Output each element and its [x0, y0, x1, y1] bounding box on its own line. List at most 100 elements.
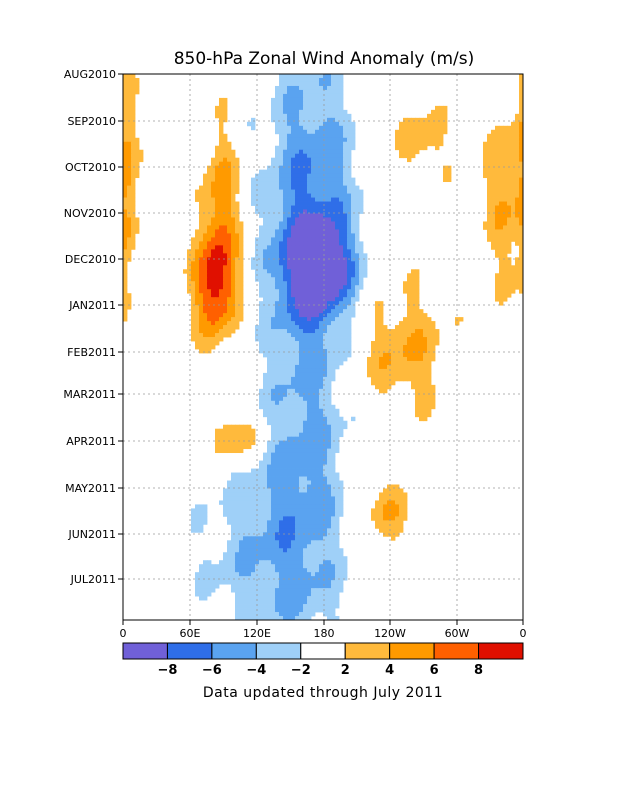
heat-cell	[287, 301, 292, 306]
heat-cell	[235, 536, 240, 541]
heat-cell	[123, 273, 128, 278]
heat-cell	[491, 221, 496, 226]
heat-cell	[271, 360, 276, 366]
heat-cell	[235, 225, 240, 230]
heat-cell	[311, 428, 316, 434]
heat-cell	[303, 516, 308, 521]
heat-cell	[267, 536, 272, 541]
heat-cell	[259, 596, 264, 601]
heat-cell	[211, 261, 216, 266]
heat-cell	[303, 524, 308, 529]
heat-cell	[299, 540, 304, 545]
heat-cell	[327, 448, 332, 454]
heat-cell	[275, 189, 280, 194]
heat-cell	[295, 293, 300, 298]
heat-cell	[311, 384, 316, 390]
heat-cell	[207, 592, 212, 597]
heat-cell	[487, 177, 492, 183]
heat-cell	[135, 81, 140, 87]
heat-cell	[359, 205, 364, 210]
heat-cell	[259, 484, 264, 489]
heat-cell	[327, 277, 332, 282]
heat-cell	[339, 356, 344, 362]
heat-cell	[331, 432, 336, 438]
heat-cell	[291, 157, 296, 163]
heat-cell	[311, 273, 316, 278]
heat-cell	[223, 317, 228, 322]
heat-cell	[315, 305, 320, 310]
heat-cell	[299, 460, 304, 465]
heat-cell	[387, 376, 392, 382]
heat-cell	[319, 97, 324, 103]
heat-cell	[291, 241, 296, 246]
heat-cell	[307, 536, 312, 541]
heat-cell	[275, 544, 280, 549]
heat-cell	[311, 289, 316, 294]
heat-cell	[287, 281, 292, 286]
heat-cell	[259, 193, 264, 198]
heat-cell	[287, 337, 292, 342]
heat-cell	[275, 364, 280, 370]
heat-cell	[131, 129, 136, 135]
heat-cell	[323, 560, 328, 565]
heat-cell	[491, 141, 496, 147]
heat-cell	[335, 492, 340, 497]
heat-cell	[195, 325, 200, 330]
heat-cell	[287, 141, 292, 147]
heat-cell	[123, 177, 128, 183]
heat-cell	[263, 468, 268, 473]
heat-cell	[319, 548, 324, 553]
heat-cell	[399, 356, 404, 362]
heat-cell	[299, 197, 304, 202]
heat-cell	[211, 181, 216, 186]
heat-cell	[307, 85, 312, 91]
heat-cell	[287, 400, 292, 406]
heat-cell	[335, 337, 340, 342]
heat-cell	[231, 165, 236, 171]
heat-cell	[211, 273, 216, 278]
heat-cell	[191, 309, 196, 314]
heat-cell	[223, 269, 228, 274]
heat-cell	[399, 329, 404, 334]
heat-cell	[331, 568, 336, 573]
heat-cell	[187, 261, 192, 266]
heat-cell	[311, 440, 316, 446]
heat-cell	[339, 233, 344, 238]
heat-cell	[319, 253, 324, 258]
heat-cell	[343, 321, 348, 326]
heat-cell	[279, 321, 284, 326]
heat-cell	[131, 97, 136, 103]
heat-cell	[279, 504, 284, 509]
heat-cell	[403, 149, 408, 155]
heat-cell	[227, 145, 232, 151]
heat-cell	[263, 540, 268, 545]
heat-cell	[295, 508, 300, 513]
heat-cell	[283, 165, 288, 171]
heat-cell	[251, 488, 256, 493]
heat-cell	[343, 117, 348, 123]
heat-cell	[315, 217, 320, 222]
heat-cell	[267, 325, 272, 330]
heat-cell	[411, 380, 416, 386]
heat-cell	[271, 321, 276, 326]
heat-cell	[279, 77, 284, 83]
heat-cell	[227, 552, 232, 557]
heat-cell	[503, 229, 508, 234]
heat-cell	[271, 520, 276, 525]
heat-cell	[223, 321, 228, 326]
heat-cell	[199, 584, 204, 589]
heat-cell	[315, 225, 320, 230]
heat-cell	[351, 265, 356, 270]
heat-cell	[275, 376, 280, 382]
heat-cell	[327, 173, 332, 179]
heat-cell	[211, 325, 216, 330]
heat-cell	[427, 396, 432, 402]
heat-cell	[343, 193, 348, 198]
heat-cell	[347, 317, 352, 322]
heat-cell	[343, 253, 348, 258]
heat-cell	[219, 121, 224, 127]
heat-cell	[347, 301, 352, 306]
heat-cell	[295, 488, 300, 493]
heat-cell	[279, 257, 284, 262]
heat-cell	[283, 564, 288, 569]
